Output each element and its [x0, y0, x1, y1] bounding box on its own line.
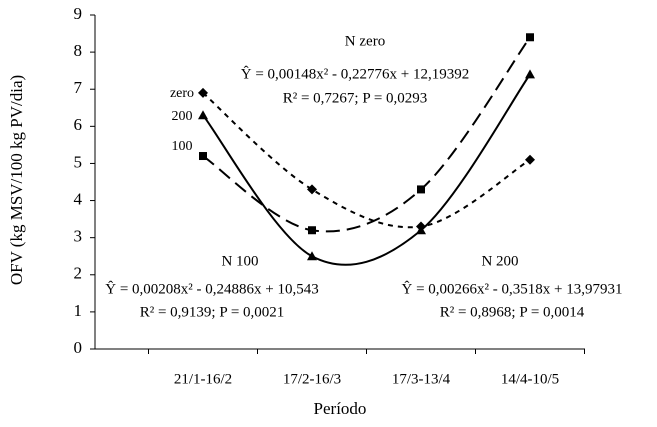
marker [525, 69, 535, 79]
annotation: Ŷ = 0,00208x² - 0,24886x + 10,543 [105, 280, 319, 297]
y-tick-label: 0 [74, 338, 83, 357]
marker [307, 251, 317, 261]
series-label: zero [170, 86, 194, 101]
x-tick-label: 17/3-13/4 [392, 371, 451, 387]
annotation: R² = 0,9139; P = 0,0021 [140, 304, 285, 320]
annotation: Ŷ = 0,00148x² - 0,22776x + 12,19392 [241, 65, 470, 82]
series-line [202, 92, 531, 229]
x-tick-label: 14/4-10/5 [501, 371, 559, 387]
series-label: 100 [172, 139, 193, 154]
y-tick-label: 3 [74, 227, 83, 246]
annotation: N 200 [481, 253, 518, 269]
y-tick-label: 2 [74, 264, 83, 283]
marker [416, 225, 426, 235]
annotation: R² = 0,7267; P = 0,0293 [283, 90, 428, 106]
marker [526, 33, 534, 42]
marker [308, 226, 316, 235]
annotation: N zero [345, 33, 385, 49]
marker [199, 152, 207, 161]
x-axis-label: Período [314, 399, 367, 418]
y-tick-label: 8 [74, 41, 83, 60]
annotation: R² = 0,8968; P = 0,0014 [440, 304, 585, 320]
y-tick-label: 5 [74, 152, 83, 171]
y-tick-label: 9 [74, 4, 83, 23]
marker [417, 185, 425, 194]
annotation: N 100 [221, 253, 258, 269]
y-tick-label: 1 [74, 301, 83, 320]
marker [307, 184, 317, 195]
marker [198, 87, 208, 98]
series-line [202, 36, 531, 233]
x-tick-label: 21/1-16/2 [174, 371, 232, 387]
y-tick-label: 7 [74, 78, 83, 97]
annotation: Ŷ = 0,00266x² - 0,3518x + 13,97931 [402, 280, 623, 297]
series-label: 200 [172, 109, 193, 124]
y-axis-label: OFV (kg MSV/100 kg PV/dia) [7, 75, 26, 285]
x-tick-label: 17/2-16/3 [283, 371, 341, 387]
series-line [202, 73, 531, 266]
y-tick-label: 4 [74, 189, 83, 208]
marker [198, 110, 208, 120]
y-tick-label: 6 [74, 115, 83, 134]
marker [525, 154, 535, 165]
